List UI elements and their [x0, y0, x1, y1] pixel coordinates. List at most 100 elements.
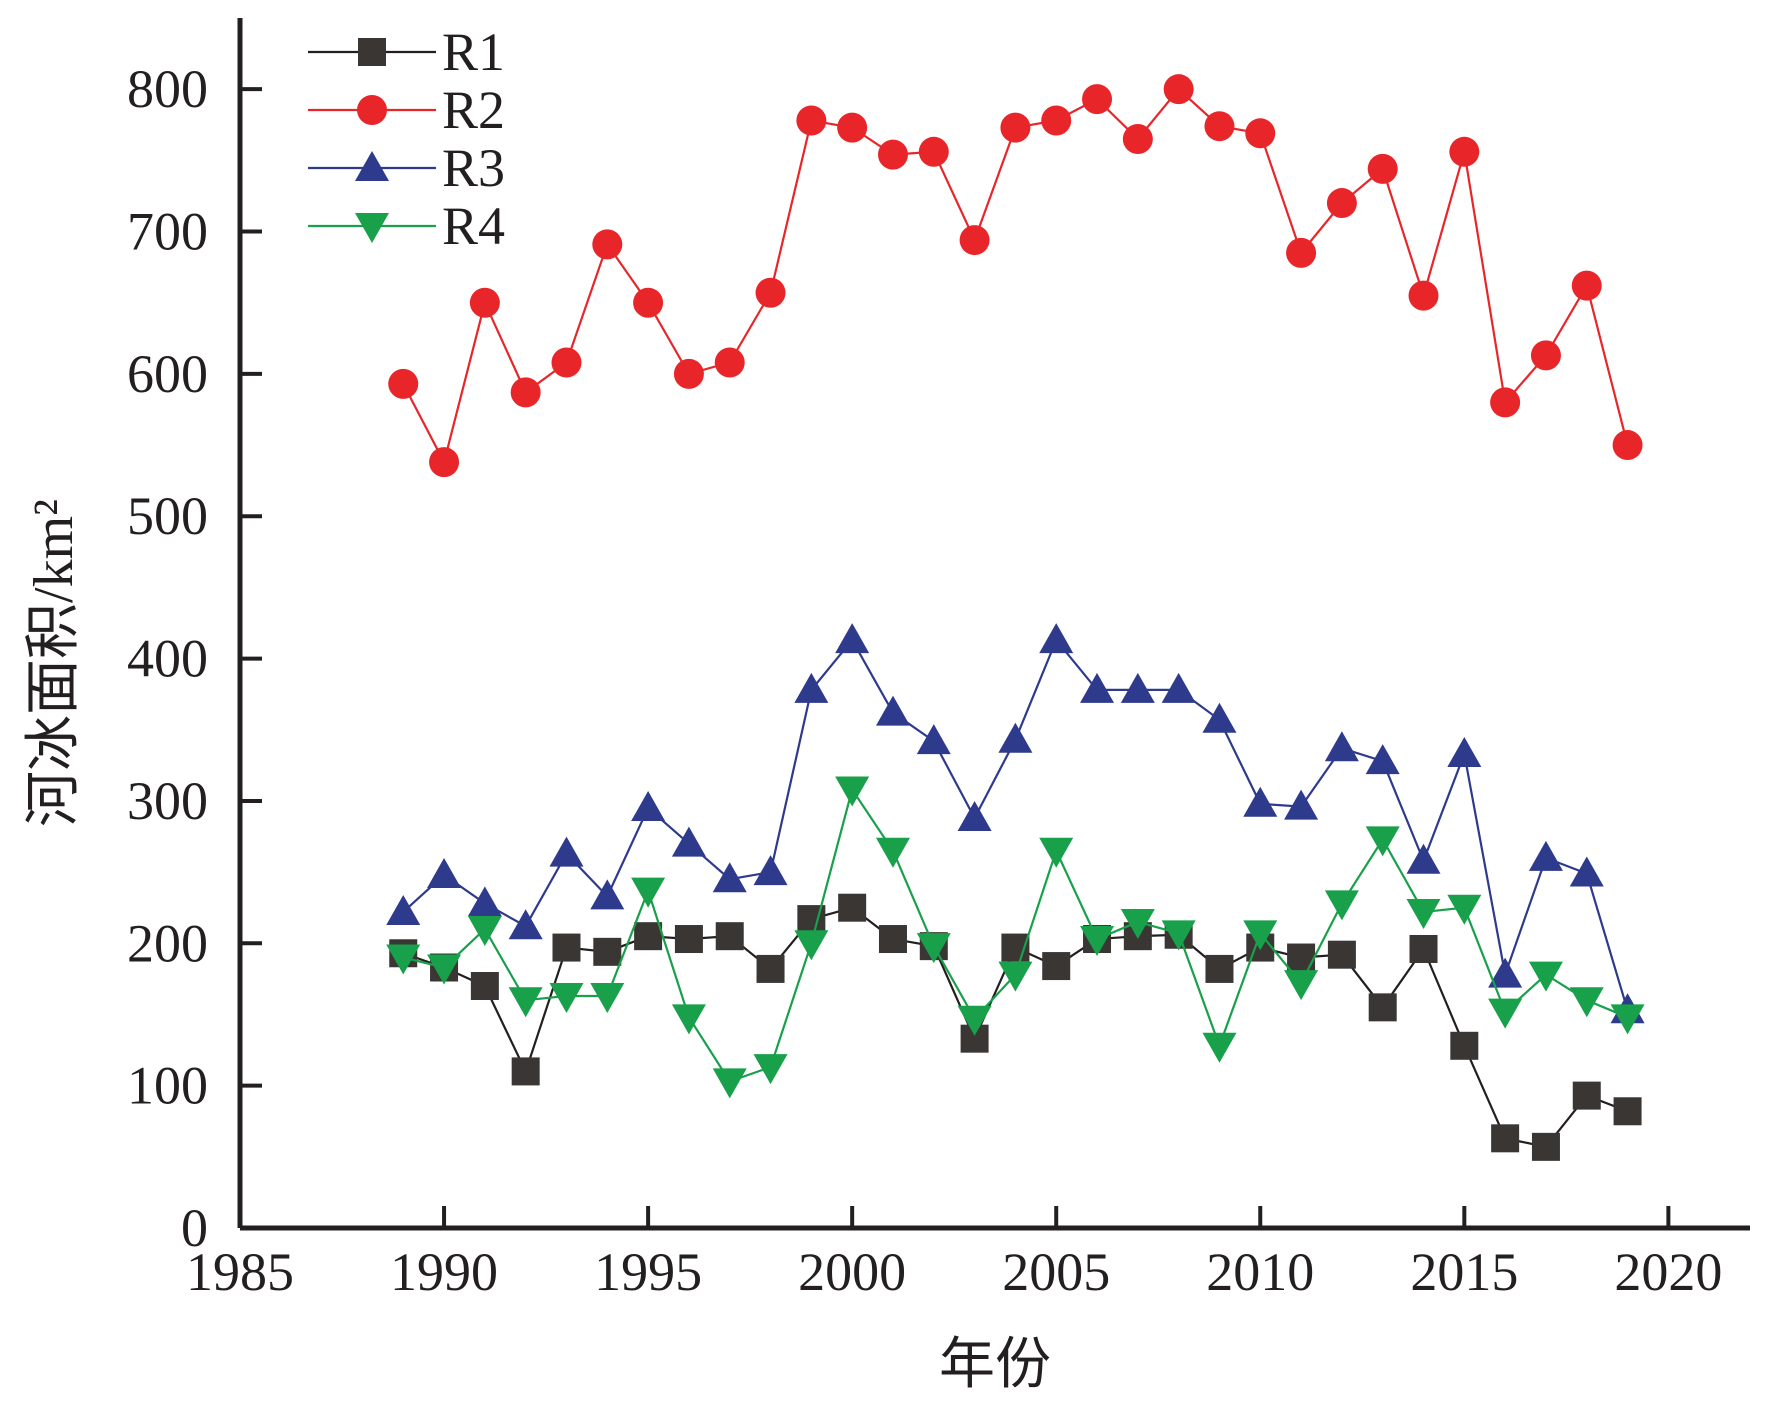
data-point-R2-2008 [1163, 74, 1194, 105]
data-point-R2-1994 [592, 229, 623, 260]
data-point-R3-2018 [1569, 856, 1604, 887]
data-point-R2-1998 [755, 277, 786, 308]
legend-label-R1: R1 [442, 22, 505, 82]
legend-marker-R2 [357, 95, 387, 125]
y-tick-label-600: 600 [127, 344, 208, 404]
y-tick-label-500: 500 [127, 486, 208, 546]
data-point-R4-1995 [631, 877, 666, 908]
series-R1 [389, 893, 1642, 1161]
data-point-R2-2010 [1245, 118, 1276, 149]
data-point-R1-2005 [1042, 952, 1071, 981]
x-tick-label-1995: 1995 [594, 1242, 702, 1302]
data-point-R4-2003 [957, 1005, 992, 1036]
data-point-R3-2005 [1039, 623, 1074, 654]
data-point-R4-1998 [753, 1054, 788, 1085]
data-point-R2-1999 [796, 105, 827, 136]
data-point-R2-2016 [1490, 387, 1521, 418]
data-point-R1-2016 [1491, 1124, 1520, 1153]
data-point-R2-2007 [1122, 124, 1153, 154]
legend-label-R2: R2 [442, 80, 505, 140]
data-point-R4-2000 [835, 776, 870, 807]
data-point-R3-2013 [1365, 744, 1400, 775]
data-point-R4-2002 [916, 933, 951, 964]
data-point-R4-2015 [1447, 894, 1482, 925]
data-point-R4-2018 [1569, 987, 1604, 1018]
data-point-R4-2013 [1365, 826, 1400, 857]
series-line-R2 [402, 87, 1629, 466]
data-point-R3-2011 [1284, 789, 1319, 820]
data-point-R1-2001 [878, 925, 907, 954]
data-point-R1-1998 [756, 954, 785, 983]
data-point-R2-2003 [959, 225, 990, 256]
data-point-R4-2009 [1202, 1032, 1237, 1063]
data-point-R1-1991 [470, 972, 499, 1000]
data-point-R1-1995 [634, 922, 663, 951]
y-tick-label-400: 400 [127, 629, 208, 689]
y-tick-label-100: 100 [127, 1056, 208, 1116]
data-point-R3-1995 [631, 791, 666, 822]
legend-marker-R4 [355, 213, 389, 243]
y-tick-label-200: 200 [127, 913, 208, 973]
data-point-R1-1992 [511, 1057, 540, 1086]
x-tick-label-1990: 1990 [390, 1242, 498, 1302]
x-tick-label-2000: 2000 [798, 1242, 906, 1302]
data-point-R4-2007 [1120, 908, 1155, 939]
data-point-R4-1996 [671, 1004, 706, 1035]
data-point-R3-2004 [998, 722, 1033, 753]
data-point-R3-2003 [957, 801, 992, 832]
data-point-R3-1997 [712, 862, 747, 893]
data-point-R2-2005 [1041, 105, 1072, 136]
data-point-R4-1999 [794, 930, 829, 961]
series-R3 [386, 623, 1645, 1024]
data-point-R2-2019 [1612, 430, 1643, 461]
data-point-R4-2006 [1080, 926, 1115, 957]
data-point-R3-2002 [916, 724, 951, 755]
data-point-R3-1992 [508, 909, 543, 940]
data-point-R4-2019 [1610, 1004, 1645, 1035]
y-tick-label-300: 300 [127, 771, 208, 831]
data-point-R3-2017 [1528, 840, 1563, 871]
data-point-R2-1991 [469, 287, 500, 318]
data-point-R3-2016 [1488, 957, 1523, 988]
data-point-R1-2017 [1531, 1132, 1560, 1161]
data-point-R4-2012 [1324, 890, 1359, 921]
data-point-R1-2018 [1572, 1081, 1601, 1110]
data-point-R1-2000 [838, 893, 867, 922]
data-point-R3-2000 [835, 623, 870, 654]
x-tick-label-2005: 2005 [1002, 1242, 1110, 1302]
y-tick-label-800: 800 [127, 59, 208, 119]
data-point-R1-2009 [1205, 954, 1234, 983]
data-point-R3-2015 [1447, 736, 1482, 767]
x-tick-label-2010: 2010 [1206, 1242, 1314, 1302]
data-point-R4-2008 [1161, 920, 1196, 951]
data-point-R3-2008 [1161, 672, 1196, 703]
legend-marker-R1 [358, 38, 386, 66]
data-point-R3-1996 [671, 826, 706, 857]
data-point-R4-1994 [590, 982, 625, 1013]
legend-label-R3: R3 [442, 138, 505, 198]
data-point-R2-1997 [714, 347, 745, 378]
data-point-R4-1992 [508, 987, 543, 1018]
data-point-R2-2012 [1326, 188, 1357, 219]
data-point-R4-2010 [1243, 920, 1278, 951]
data-point-R2-2001 [877, 139, 908, 170]
data-point-R4-2016 [1488, 998, 1523, 1029]
legend-marker-R3 [355, 151, 389, 181]
data-point-R2-2002 [918, 136, 949, 167]
y-axis-title: 河冰面积/km² [23, 499, 85, 827]
data-point-R2-1989 [388, 368, 419, 399]
data-point-R1-1997 [715, 922, 744, 951]
data-point-R3-1993 [549, 836, 584, 867]
data-point-R3-2007 [1120, 672, 1155, 703]
data-point-R4-2001 [875, 837, 910, 868]
data-point-R1-2011 [1287, 943, 1316, 972]
data-point-R2-1992 [510, 377, 541, 408]
data-point-R1-2013 [1368, 993, 1397, 1022]
data-point-R2-1996 [673, 358, 704, 389]
ticks-layer: 0 100 200 300 400 500 600 700 800 1985 1990 1995 200… [127, 59, 1722, 1302]
data-point-R2-1993 [551, 347, 582, 378]
data-point-R3-1999 [794, 672, 829, 703]
data-point-R1-1993 [552, 933, 581, 962]
